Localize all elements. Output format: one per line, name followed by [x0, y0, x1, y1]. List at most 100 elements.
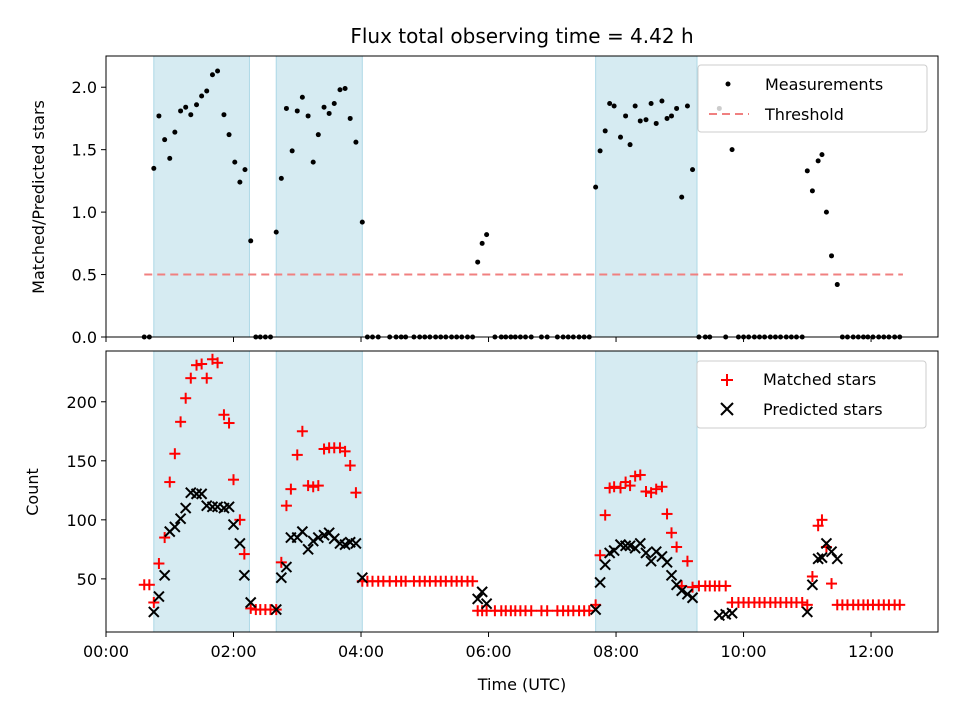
- point-1-1-11: [206, 501, 219, 513]
- point-0-0-94: [659, 98, 665, 104]
- point-1-0-29: [291, 449, 303, 461]
- chart-title: Flux total observing time = 4.42 h: [350, 24, 693, 48]
- point-1-1-48: [634, 537, 646, 550]
- point-0-0-13: [209, 72, 215, 78]
- x-tick-label-5: 10:00: [720, 642, 766, 661]
- point-0-0-87: [623, 113, 629, 119]
- point-0-0-99: [684, 103, 690, 109]
- point-1-1-54: [665, 569, 678, 582]
- point-0-0-126: [834, 282, 840, 288]
- point-1-0-9: [185, 372, 197, 384]
- point-0-0-82: [597, 148, 603, 154]
- point-0-0-122: [815, 158, 821, 164]
- point-1-0-100: [681, 555, 693, 567]
- point-1-0-91: [634, 469, 646, 481]
- point-1-0-97: [666, 527, 678, 539]
- point-1-1-26: [307, 535, 319, 547]
- observing-window-1-1: [275, 350, 363, 633]
- point-1-0-74: [541, 605, 553, 617]
- point-1-0-3: [153, 558, 165, 570]
- point-0-0-36: [331, 100, 337, 106]
- point-0-0-18: [237, 179, 243, 185]
- point-0-0-25: [273, 229, 279, 235]
- point-0-0-123: [819, 152, 825, 158]
- point-0-0-39: [347, 115, 353, 121]
- point-0-0-93: [653, 120, 659, 126]
- point-1-1-57: [681, 588, 694, 600]
- point-0-0-61: [475, 259, 481, 265]
- point-1-0-28: [285, 483, 297, 495]
- bottom-axes-frame: [105, 350, 939, 633]
- point-1-1-39: [589, 603, 602, 616]
- point-0-0-4: [162, 137, 168, 143]
- y-tick-label-0-4: 2.0: [72, 78, 97, 97]
- point-0-0-121: [809, 188, 815, 194]
- top-axes-frame: [105, 55, 939, 338]
- point-1-0-17: [228, 474, 240, 486]
- point-1-1-21: [280, 561, 293, 573]
- point-0-0-37: [337, 87, 343, 93]
- point-0-0-97: [674, 105, 680, 111]
- point-0-0-27: [283, 105, 289, 111]
- point-1-1-56: [675, 584, 688, 597]
- y-tick-label-1-1: 100: [66, 511, 97, 530]
- point-1-0-32: [307, 481, 319, 493]
- point-1-0-2: [148, 596, 160, 608]
- point-0-0-120: [804, 168, 810, 174]
- point-0-0-92: [648, 100, 654, 106]
- point-0-0-16: [226, 132, 232, 138]
- y-tick-label-0-0: 0.0: [72, 328, 97, 347]
- legend-matched-label: Matched stars: [763, 370, 876, 389]
- point-1-1-38: [480, 597, 493, 610]
- point-1-1-17: [238, 569, 251, 582]
- point-0-0-38: [342, 85, 348, 91]
- bottom-y-axis-label: Count: [23, 468, 42, 516]
- point-0-0-100: [690, 167, 696, 173]
- x-tick-label-4: 08:00: [593, 642, 639, 661]
- point-1-0-16: [223, 417, 235, 429]
- point-1-1-15: [227, 518, 240, 531]
- point-1-0-14: [212, 357, 224, 369]
- legend-threshold-label: Threshold: [764, 105, 844, 124]
- point-1-1-62: [801, 606, 814, 618]
- x-tick-label-1: 02:00: [210, 642, 256, 661]
- point-1-1-58: [686, 592, 699, 604]
- point-0-0-28: [289, 148, 295, 154]
- point-1-0-140: [894, 599, 906, 611]
- point-0-0-9: [188, 112, 194, 118]
- point-1-0-72: [525, 605, 537, 617]
- point-0-0-5: [167, 155, 173, 161]
- point-1-0-6: [169, 448, 181, 460]
- top-panel: 0.0 0.5 1.0 1.5 2.0 Flux total observing tim…: [29, 24, 939, 347]
- point-1-1-25: [302, 543, 314, 556]
- point-1-1-64: [812, 553, 824, 565]
- point-1-0-107: [720, 580, 732, 592]
- point-0-0-86: [618, 134, 624, 140]
- point-0-0-41: [359, 219, 365, 225]
- observing-window-1-0: [153, 350, 250, 633]
- top-y-axis-label: Matched/Predicted stars: [29, 100, 48, 294]
- point-1-1-1: [153, 590, 165, 603]
- point-0-0-8: [183, 104, 189, 110]
- point-1-0-4: [159, 532, 171, 544]
- point-1-0-19: [238, 548, 250, 560]
- point-0-0-89: [632, 103, 638, 109]
- y-tick-label-0-2: 1.0: [72, 203, 97, 222]
- point-1-0-81: [583, 605, 595, 617]
- y-tick-label-0-1: 0.5: [72, 266, 97, 285]
- point-0-0-106: [729, 147, 735, 153]
- point-0-0-81: [593, 184, 599, 190]
- point-1-0-83: [594, 549, 606, 561]
- point-1-0-20: [245, 602, 257, 614]
- point-0-0-91: [643, 117, 649, 123]
- point-0-0-124: [823, 209, 829, 215]
- point-0-0-19: [242, 167, 248, 173]
- point-1-1-35: [356, 571, 369, 584]
- point-1-0-40: [350, 487, 362, 499]
- point-1-1-66: [820, 537, 833, 550]
- point-1-1-50: [645, 555, 657, 567]
- point-0-0-63: [484, 232, 490, 238]
- point-1-0-7: [175, 416, 187, 428]
- point-1-1-2: [158, 569, 171, 582]
